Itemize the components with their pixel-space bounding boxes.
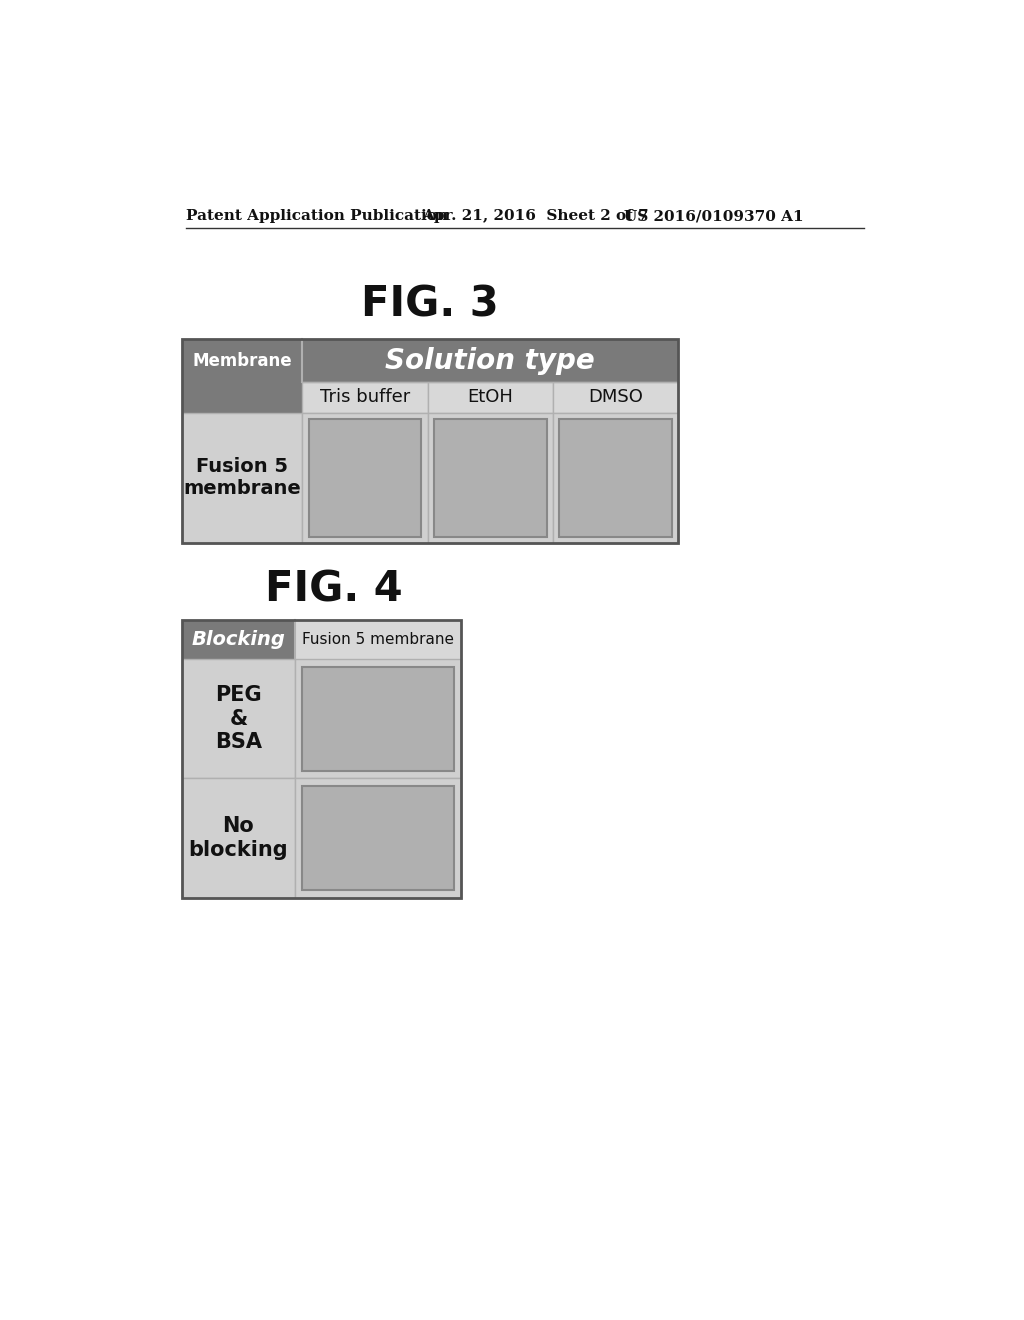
Bar bbox=[295, 659, 461, 779]
Bar bbox=[295, 620, 461, 659]
Bar bbox=[182, 659, 295, 779]
Text: FIG. 4: FIG. 4 bbox=[264, 569, 402, 611]
Bar bbox=[553, 381, 678, 412]
Bar bbox=[182, 620, 461, 898]
Bar bbox=[302, 667, 454, 771]
Bar bbox=[182, 779, 295, 898]
Bar bbox=[182, 339, 678, 381]
Bar bbox=[302, 413, 428, 544]
Text: No
blocking: No blocking bbox=[188, 816, 288, 859]
Text: Fusion 5 membrane: Fusion 5 membrane bbox=[302, 632, 454, 647]
Text: PEG
&
BSA: PEG & BSA bbox=[215, 685, 262, 752]
Bar bbox=[434, 418, 547, 537]
Text: Membrane: Membrane bbox=[193, 351, 292, 370]
Text: Patent Application Publication: Patent Application Publication bbox=[186, 209, 449, 223]
Text: Apr. 21, 2016  Sheet 2 of 7: Apr. 21, 2016 Sheet 2 of 7 bbox=[423, 209, 649, 223]
Text: Tris buffer: Tris buffer bbox=[319, 388, 411, 407]
Bar bbox=[295, 779, 461, 898]
Text: Fusion 5
membrane: Fusion 5 membrane bbox=[183, 458, 301, 499]
Text: Solution type: Solution type bbox=[385, 347, 595, 375]
Bar bbox=[553, 413, 678, 544]
Bar bbox=[182, 413, 302, 544]
Bar bbox=[428, 413, 553, 544]
Bar bbox=[182, 620, 461, 659]
Bar bbox=[428, 381, 553, 412]
Text: EtOH: EtOH bbox=[467, 388, 513, 407]
Bar bbox=[182, 381, 302, 412]
Text: Blocking: Blocking bbox=[191, 630, 286, 649]
Bar bbox=[302, 785, 454, 890]
Bar bbox=[308, 418, 422, 537]
Text: DMSO: DMSO bbox=[588, 388, 643, 407]
Bar bbox=[559, 418, 672, 537]
Bar bbox=[302, 381, 428, 412]
Bar bbox=[182, 339, 678, 544]
Text: FIG. 3: FIG. 3 bbox=[361, 284, 499, 326]
Text: US 2016/0109370 A1: US 2016/0109370 A1 bbox=[624, 209, 804, 223]
